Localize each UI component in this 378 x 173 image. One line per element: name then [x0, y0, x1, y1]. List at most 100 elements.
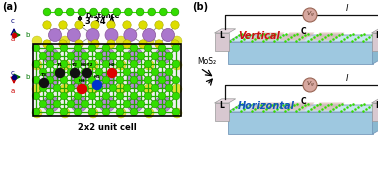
- Text: R: R: [376, 101, 378, 110]
- Polygon shape: [228, 105, 378, 112]
- Polygon shape: [372, 103, 378, 121]
- Circle shape: [116, 92, 124, 100]
- Circle shape: [144, 108, 154, 118]
- Circle shape: [151, 84, 159, 92]
- Circle shape: [116, 36, 126, 46]
- Circle shape: [137, 52, 145, 60]
- Circle shape: [144, 84, 154, 94]
- Circle shape: [67, 52, 75, 60]
- Text: H3: H3: [79, 79, 85, 83]
- Circle shape: [67, 29, 81, 42]
- Circle shape: [165, 84, 173, 92]
- Circle shape: [172, 84, 182, 94]
- Circle shape: [136, 8, 144, 16]
- Circle shape: [32, 84, 42, 94]
- Polygon shape: [372, 35, 378, 64]
- Circle shape: [123, 40, 131, 48]
- Text: H1: H1: [94, 75, 101, 79]
- Circle shape: [81, 52, 89, 60]
- Polygon shape: [214, 33, 228, 51]
- Circle shape: [105, 29, 118, 42]
- Circle shape: [95, 100, 103, 108]
- Circle shape: [123, 84, 131, 92]
- Circle shape: [43, 72, 59, 88]
- Circle shape: [71, 96, 87, 112]
- Text: $V_g$: $V_g$: [305, 80, 314, 90]
- Text: C: C: [301, 27, 307, 36]
- Circle shape: [172, 60, 182, 70]
- Text: c: c: [11, 70, 14, 76]
- Circle shape: [88, 76, 96, 84]
- Circle shape: [32, 108, 42, 118]
- Circle shape: [82, 69, 91, 78]
- Circle shape: [60, 36, 70, 46]
- Circle shape: [148, 8, 155, 16]
- Circle shape: [116, 108, 126, 118]
- Circle shape: [127, 96, 143, 112]
- Circle shape: [67, 68, 75, 76]
- Circle shape: [53, 52, 61, 60]
- Polygon shape: [310, 106, 339, 111]
- Circle shape: [60, 84, 70, 94]
- Circle shape: [172, 108, 180, 116]
- Circle shape: [39, 79, 48, 88]
- Circle shape: [160, 8, 167, 16]
- Circle shape: [55, 8, 62, 16]
- Polygon shape: [285, 33, 314, 37]
- Polygon shape: [279, 36, 308, 40]
- Circle shape: [144, 76, 152, 84]
- Circle shape: [102, 76, 110, 84]
- Circle shape: [144, 36, 154, 46]
- Circle shape: [137, 68, 145, 76]
- Circle shape: [158, 92, 166, 100]
- Circle shape: [43, 48, 59, 64]
- Text: T1: T1: [57, 63, 63, 67]
- Circle shape: [53, 100, 61, 108]
- Circle shape: [125, 8, 132, 16]
- Circle shape: [123, 100, 131, 108]
- Circle shape: [60, 108, 70, 118]
- Circle shape: [56, 69, 65, 78]
- Circle shape: [109, 68, 117, 76]
- Circle shape: [102, 60, 110, 68]
- Circle shape: [107, 69, 116, 78]
- Circle shape: [130, 76, 138, 84]
- Text: I: I: [346, 74, 348, 83]
- Text: B1T2: B1T2: [81, 63, 93, 67]
- Bar: [33, 44, 181, 116]
- Circle shape: [60, 44, 68, 52]
- Circle shape: [143, 29, 156, 42]
- Text: 3.34 Å: 3.34 Å: [85, 16, 115, 25]
- Circle shape: [88, 84, 98, 94]
- Circle shape: [137, 84, 145, 92]
- Circle shape: [151, 68, 159, 76]
- Circle shape: [95, 84, 103, 92]
- Polygon shape: [279, 106, 308, 111]
- Text: I: I: [346, 4, 348, 13]
- Circle shape: [32, 108, 40, 116]
- Circle shape: [43, 8, 51, 16]
- Circle shape: [165, 68, 173, 76]
- Circle shape: [172, 44, 180, 52]
- Circle shape: [77, 84, 87, 93]
- Text: (a): (a): [2, 2, 17, 12]
- Circle shape: [91, 40, 99, 48]
- Circle shape: [71, 72, 87, 88]
- Circle shape: [71, 48, 87, 64]
- Circle shape: [88, 92, 96, 100]
- Circle shape: [53, 84, 61, 92]
- Text: L: L: [219, 31, 224, 40]
- Circle shape: [172, 76, 180, 84]
- Circle shape: [109, 84, 117, 92]
- Circle shape: [93, 80, 102, 89]
- Circle shape: [130, 92, 138, 100]
- Text: (b): (b): [192, 2, 208, 12]
- Circle shape: [165, 100, 173, 108]
- Circle shape: [39, 52, 47, 60]
- Circle shape: [81, 68, 89, 76]
- Circle shape: [39, 100, 47, 108]
- Polygon shape: [372, 29, 378, 33]
- Circle shape: [116, 76, 124, 84]
- Circle shape: [123, 52, 131, 60]
- Circle shape: [116, 108, 124, 116]
